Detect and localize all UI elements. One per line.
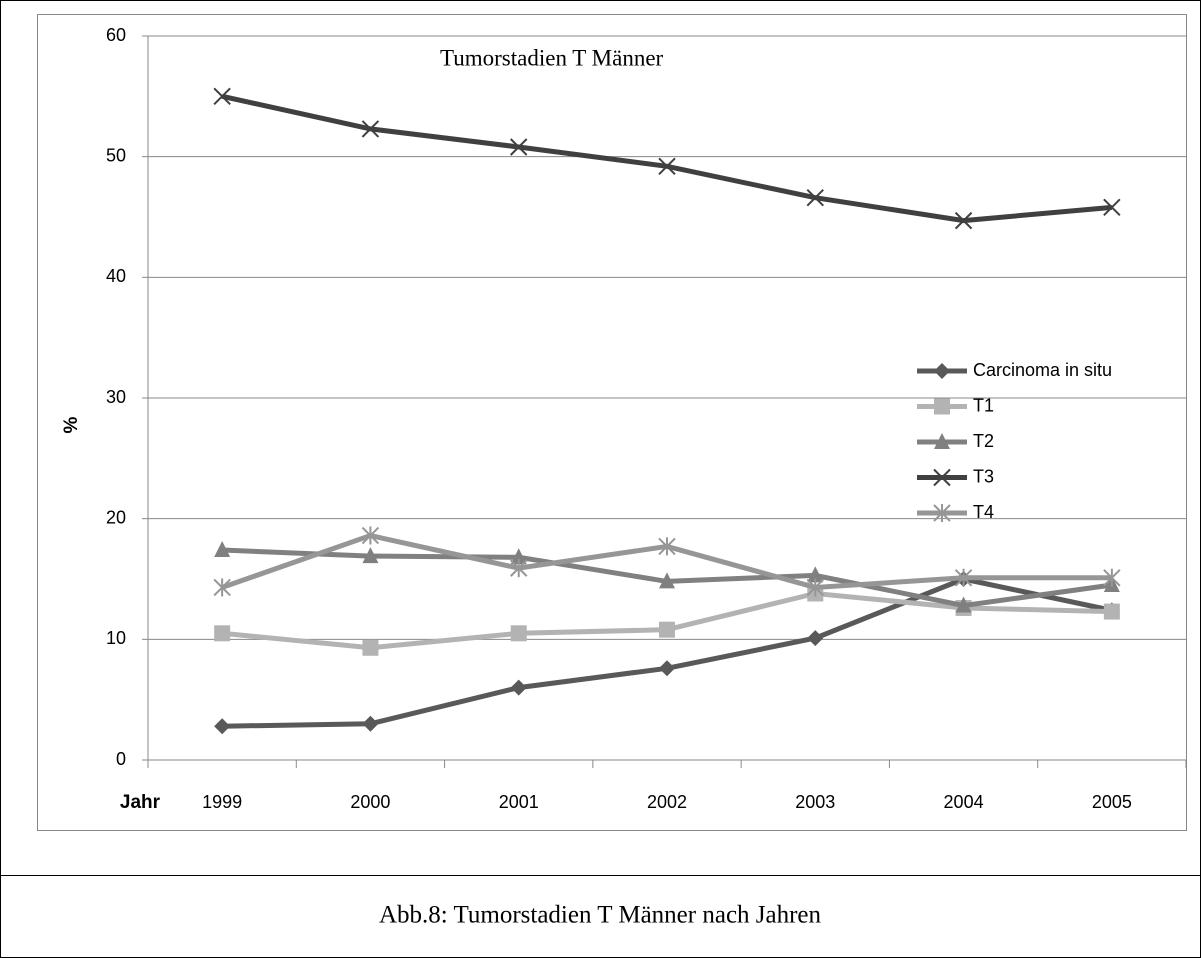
marker xyxy=(214,625,231,642)
y-tick-label: 30 xyxy=(106,387,126,407)
x-tick-label: 2001 xyxy=(499,792,539,812)
x-tick-label: 2000 xyxy=(350,792,390,812)
y-axis-label: % xyxy=(61,416,82,433)
legend-label: Carcinoma in situ xyxy=(973,360,1112,380)
marker xyxy=(934,433,950,449)
y-tick-label: 20 xyxy=(106,507,126,527)
marker xyxy=(807,630,824,647)
marker xyxy=(510,548,527,565)
marker xyxy=(214,541,231,558)
marker xyxy=(213,87,231,106)
marker xyxy=(1103,603,1120,620)
marker xyxy=(1103,198,1121,217)
marker xyxy=(954,568,973,587)
y-tick-label: 0 xyxy=(116,749,126,769)
x-tick-label: 2004 xyxy=(944,792,984,812)
marker xyxy=(934,398,950,415)
marker xyxy=(361,526,380,545)
y-tick-label: 40 xyxy=(106,266,126,286)
x-tick-label: 1999 xyxy=(202,792,242,812)
marker xyxy=(955,596,972,613)
y-tick-label: 10 xyxy=(106,628,126,648)
legend-label: T1 xyxy=(973,395,994,415)
marker xyxy=(658,537,676,556)
caption: Abb.8: Tumorstadien T Männer nach Jahren xyxy=(379,902,822,929)
marker xyxy=(1103,568,1121,587)
legend-label: T2 xyxy=(973,431,994,451)
marker xyxy=(510,625,527,642)
chart: Tumorstadien T Männer % Jahr xyxy=(61,45,664,813)
marker xyxy=(659,572,675,589)
marker xyxy=(213,578,231,597)
marker xyxy=(658,157,676,176)
marker xyxy=(361,120,380,138)
marker xyxy=(362,639,379,656)
chart-title: Tumorstadien T Männer xyxy=(440,45,664,70)
y-tick-label: 60 xyxy=(106,25,126,45)
marker xyxy=(954,211,973,230)
marker xyxy=(933,468,951,487)
legend: Carcinoma in situ T1 T2 T3 T4 xyxy=(917,360,1112,522)
chart-frame xyxy=(37,14,1187,831)
marker xyxy=(806,188,824,207)
y-tick-label: 50 xyxy=(106,145,126,165)
marker xyxy=(806,578,824,597)
series-line xyxy=(221,93,1113,224)
marker xyxy=(934,363,950,379)
marker xyxy=(807,566,824,583)
legend-label: T3 xyxy=(973,466,994,486)
marker xyxy=(510,679,527,696)
x-axis-label: Jahr xyxy=(120,792,161,813)
legend-label: T4 xyxy=(973,502,994,522)
marker xyxy=(362,547,379,564)
marker xyxy=(510,138,528,156)
x-tick-label: 2002 xyxy=(647,792,687,812)
marker xyxy=(510,559,528,578)
marker xyxy=(933,504,951,522)
marker xyxy=(214,718,231,735)
marker xyxy=(659,660,675,677)
x-tick-label: 2003 xyxy=(795,792,835,812)
marker xyxy=(362,715,379,732)
marker xyxy=(659,621,675,638)
x-tick-label: 2005 xyxy=(1092,792,1132,812)
